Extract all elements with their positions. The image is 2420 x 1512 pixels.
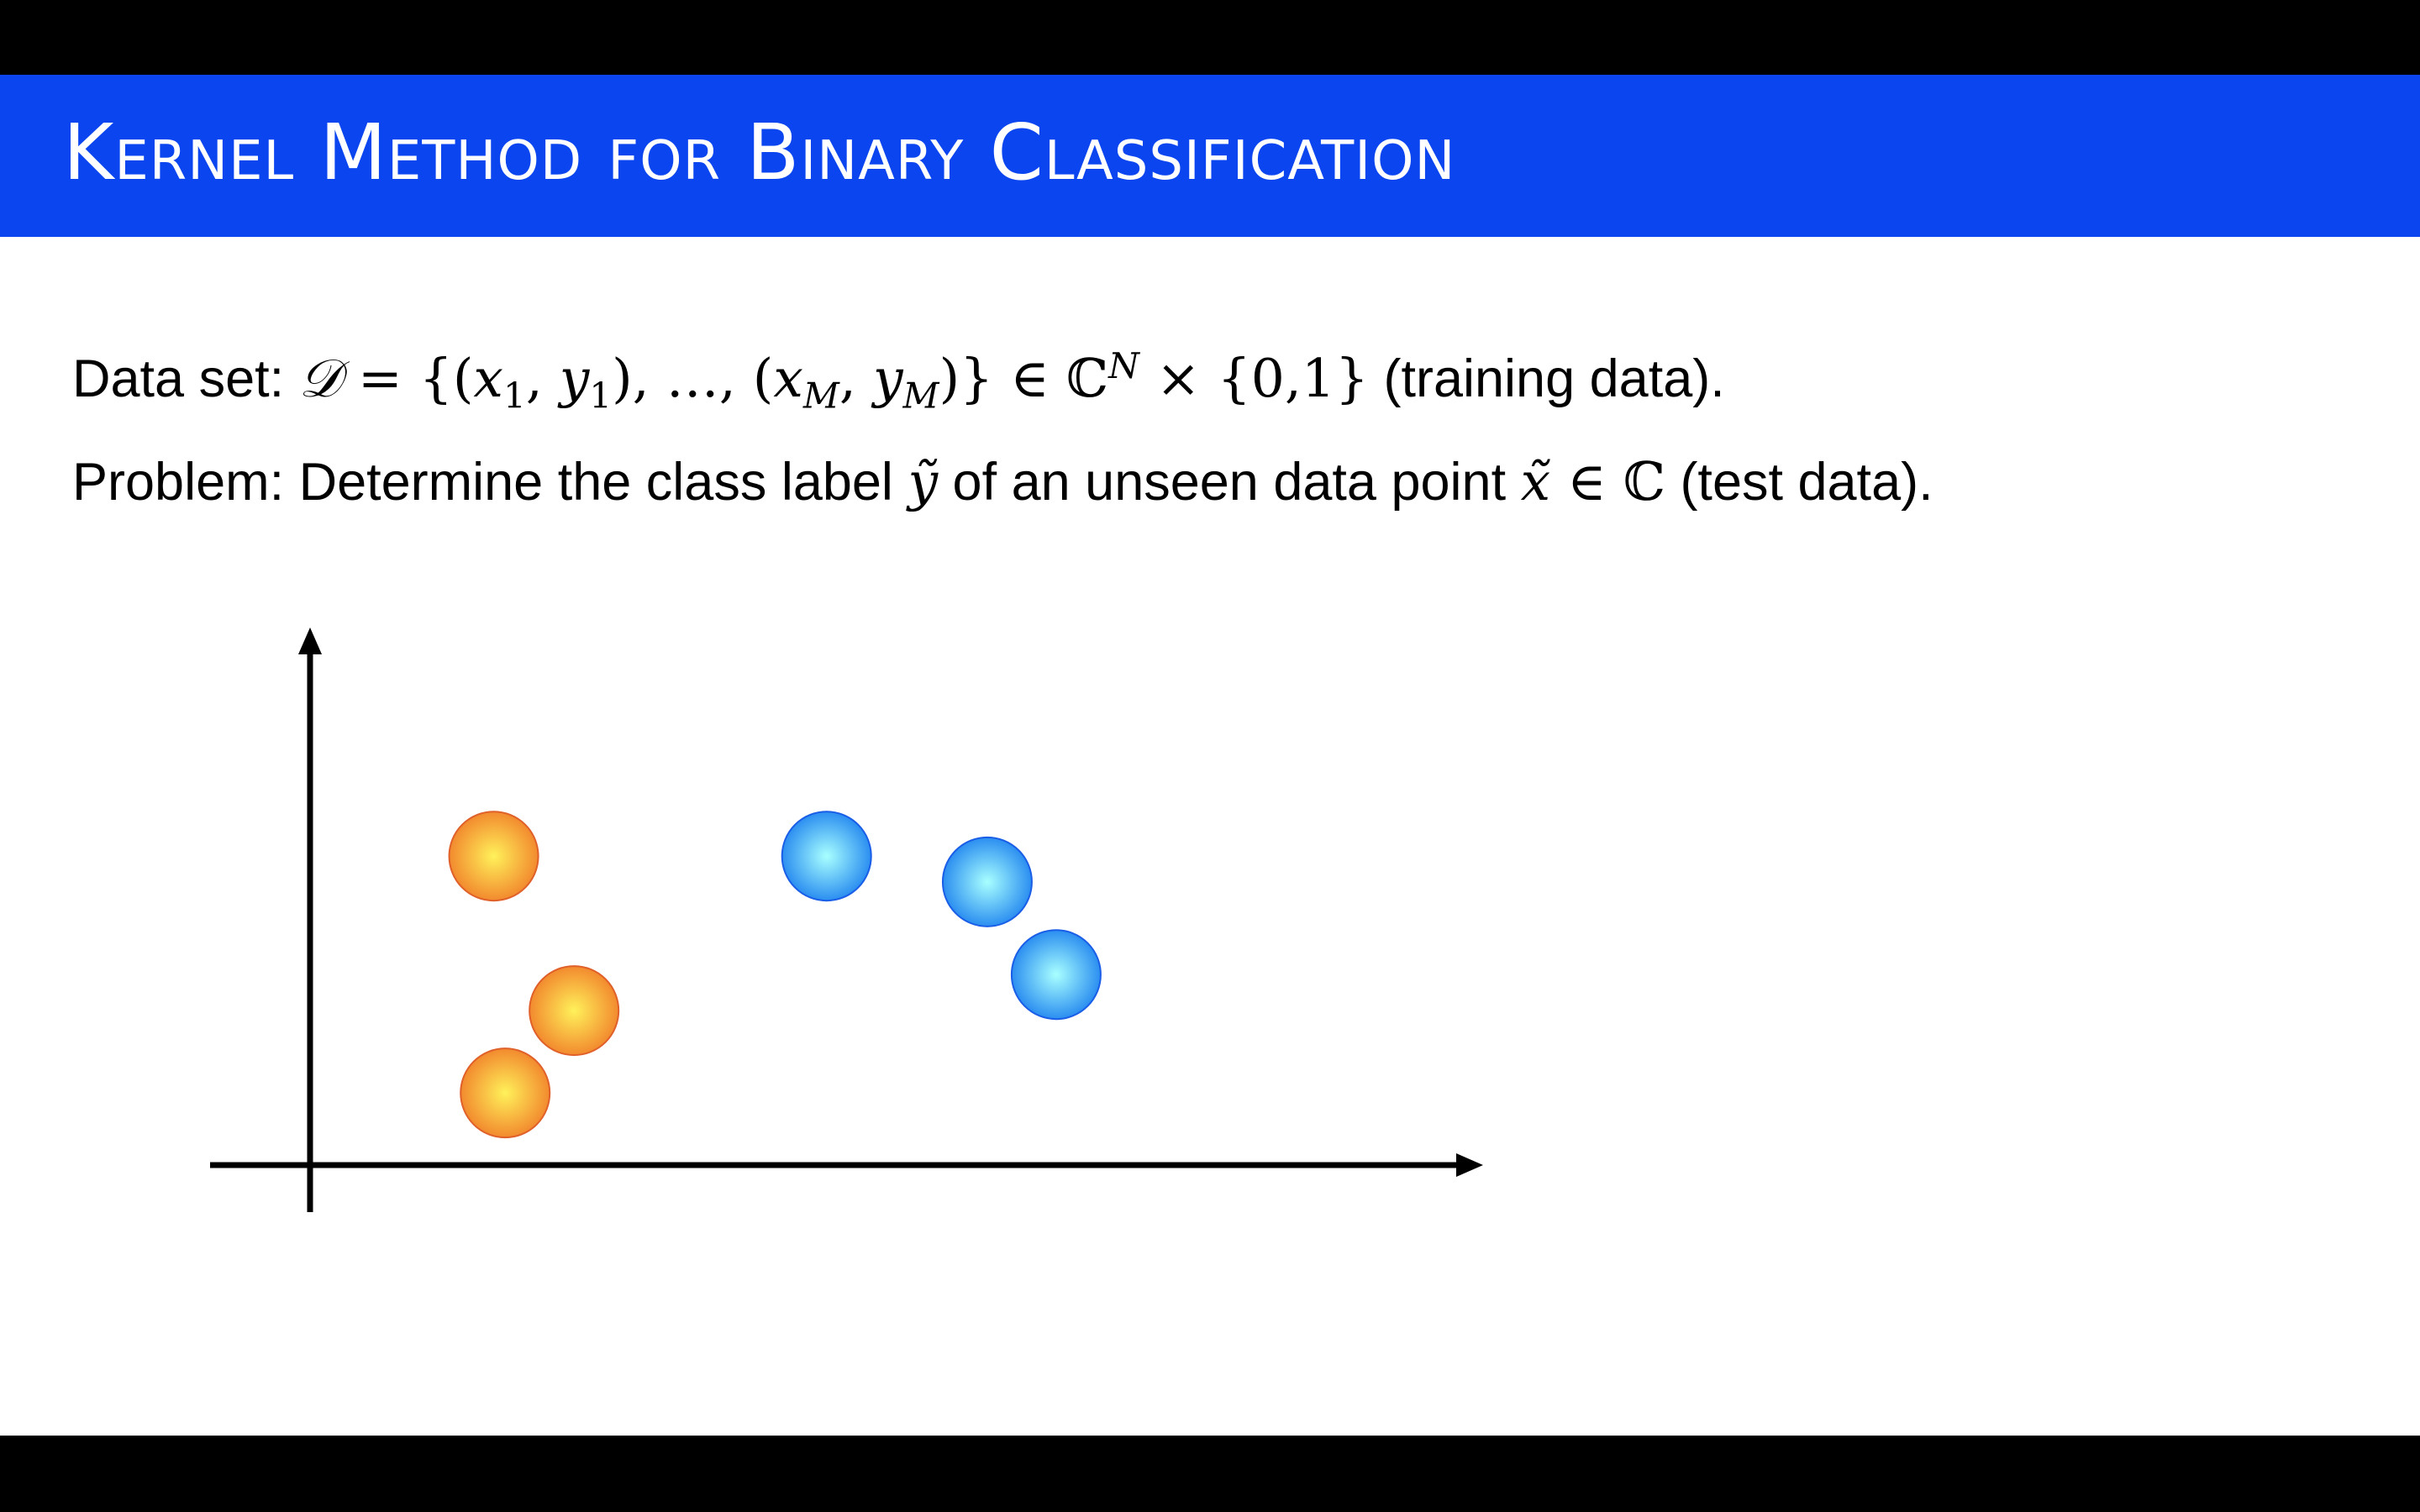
dataset-close: )} ∈ ℂ bbox=[939, 348, 1109, 409]
blue-point-4 bbox=[941, 836, 1033, 927]
x1-sub: 1 bbox=[502, 375, 526, 417]
dataset-times: × {0,1} bbox=[1139, 348, 1370, 409]
dataset-suffix: (training data). bbox=[1369, 349, 1725, 408]
dataset-mid: ), …, ( bbox=[612, 348, 774, 409]
orange-point-2 bbox=[460, 1047, 551, 1139]
y1: y bbox=[559, 348, 590, 409]
slide: Kernel Method for Binary Classification … bbox=[0, 75, 2420, 1436]
orange-point-0 bbox=[448, 811, 539, 902]
ym-sub: M bbox=[902, 375, 939, 417]
problem-suffix: (test data). bbox=[1665, 453, 1933, 512]
arrow-right-icon bbox=[1456, 1153, 1483, 1177]
dataset-eq: = {( bbox=[340, 348, 474, 409]
dataset-label: Data set: bbox=[72, 349, 299, 408]
comma2: , bbox=[839, 348, 873, 409]
problem-label: Problem: Determine the class label bbox=[72, 453, 908, 512]
xm: x bbox=[773, 348, 803, 409]
data-points bbox=[448, 811, 1102, 1139]
title-bar: Kernel Method for Binary Classification bbox=[0, 75, 2420, 237]
comma1: , bbox=[525, 348, 560, 409]
xm-sub: M bbox=[802, 375, 839, 417]
y-tilde: ỹ bbox=[908, 451, 939, 512]
ym: y bbox=[872, 348, 903, 409]
x-tilde: x̃ bbox=[1520, 451, 1551, 512]
dataset-math: 𝒟 = {(x1, y1), …, (xM, yM)} ∈ ℂN × {0,1} bbox=[298, 345, 1370, 413]
scatter-plot bbox=[210, 627, 1483, 1212]
y1-sub: 1 bbox=[589, 375, 613, 417]
arrow-up-icon bbox=[298, 627, 322, 654]
problem-in: ∈ ℂ bbox=[1550, 451, 1665, 512]
orange-point-1 bbox=[529, 965, 620, 1057]
blue-point-3 bbox=[781, 811, 872, 902]
problem-line: Problem: Determine the class label ỹ of … bbox=[72, 449, 1933, 516]
problem-mid: of an unseen data point bbox=[938, 453, 1521, 512]
x-axis bbox=[210, 1153, 1483, 1177]
dataset-sup: N bbox=[1108, 345, 1139, 386]
y-axis bbox=[298, 627, 322, 1212]
blue-point-5 bbox=[1010, 929, 1102, 1021]
slide-title: Kernel Method for Binary Classification bbox=[63, 108, 1456, 197]
dataset-line: Data set: 𝒟 = {(x1, y1), …, (xM, yM)} ∈ … bbox=[72, 345, 1725, 413]
x1: x bbox=[473, 348, 503, 409]
dataset-symbol: 𝒟 bbox=[298, 348, 341, 409]
